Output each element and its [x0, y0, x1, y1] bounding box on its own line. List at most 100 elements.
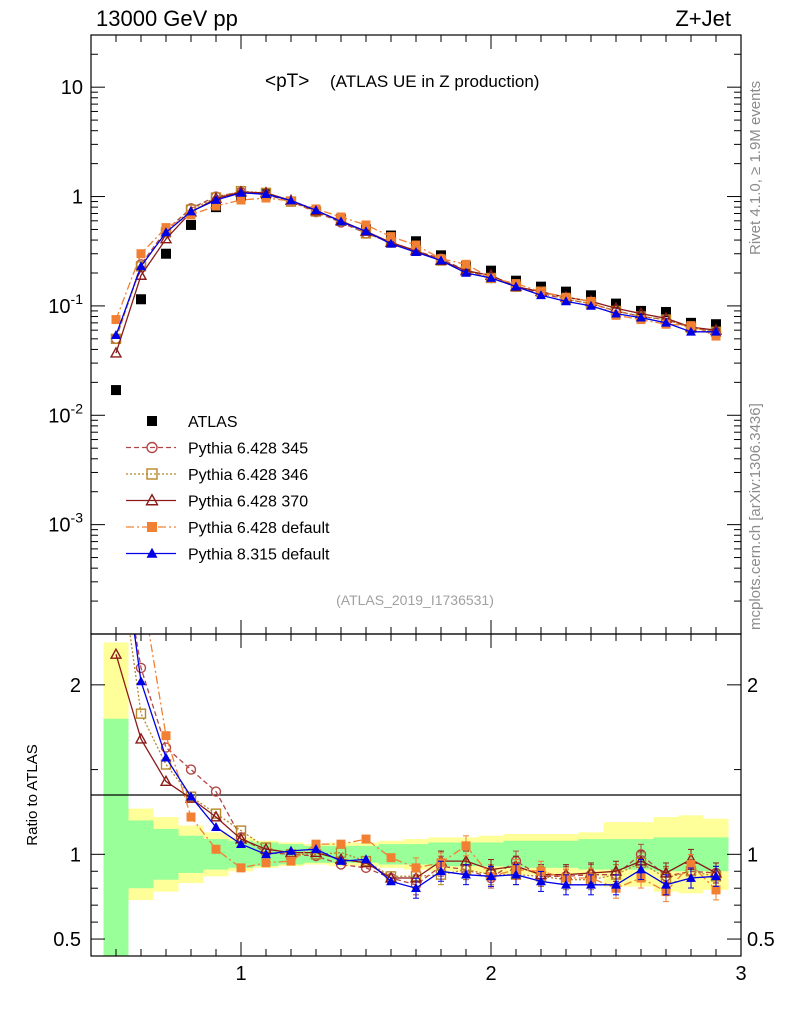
ratio-point: [611, 879, 621, 889]
x-tick-label: 2: [485, 963, 496, 985]
ratio-point: [112, 511, 121, 520]
legend: ATLAS Pythia 6.428 345 Pythia 6.428 346 Pyt…: [126, 414, 330, 564]
ratio-point: [286, 856, 296, 866]
main-frame: [90, 34, 742, 635]
data-point: [711, 331, 721, 341]
ratio-point: [661, 879, 671, 889]
data-point: [536, 290, 546, 300]
x-tick-label: 1: [235, 963, 246, 985]
ratio-point: [411, 883, 421, 893]
ratio-point: [586, 879, 596, 889]
legend-entry: Pythia 8.315 default: [126, 547, 330, 564]
ratio-point: [361, 834, 371, 844]
legend-marker: [146, 441, 158, 454]
legend-label: ATLAS: [188, 414, 238, 431]
y-tick-label: 10-2: [48, 400, 83, 427]
legend-entry: Pythia 6.428 default: [126, 520, 330, 537]
ratio-y-tick-label: 0.5: [53, 929, 81, 951]
data-point: [159, 232, 173, 244]
data-point: [636, 305, 646, 316]
ratio-y-tick-label: 2: [70, 675, 81, 697]
data-point: [361, 226, 371, 236]
ratio-point: [486, 871, 496, 881]
data-point: [136, 249, 146, 259]
process-label: Z+Jet: [675, 6, 731, 31]
data-point: [186, 219, 196, 230]
ratio-point: [686, 859, 696, 869]
data-point: [336, 216, 346, 226]
data-point: [686, 326, 696, 336]
series-line: [115, 192, 716, 336]
data-point: [161, 248, 171, 259]
ratio-point: [186, 791, 196, 801]
data-point: [711, 326, 721, 336]
ratio-point: [210, 786, 222, 797]
legend-entry: Pythia 6.428 346: [126, 467, 308, 484]
ratio-point: [211, 822, 221, 832]
series-pythia-6-428-370: [109, 185, 723, 358]
ratio-point: [311, 844, 321, 854]
ratio-point: [286, 845, 296, 855]
ratio-point: [411, 863, 421, 873]
series-line: [115, 191, 717, 354]
data-point: [136, 261, 146, 271]
series-pythia-6-428-default: [111, 193, 721, 341]
data-point: [461, 259, 471, 269]
legend-label: Pythia 6.428 default: [188, 520, 330, 537]
legend-marker: [146, 468, 158, 480]
data-point: [461, 267, 471, 277]
ratio-point: [711, 871, 721, 881]
ratio-line: [148, 634, 717, 893]
ratio-point: [137, 579, 146, 588]
mcplots-label: mcplots.cern.ch [arXiv:1306.3436]: [747, 403, 764, 630]
data-point: [561, 296, 571, 306]
y-tick-label: 1: [72, 187, 83, 209]
legend-entry: ATLAS: [147, 414, 238, 431]
ratio-y-tick-label-right: 0.5: [747, 929, 775, 951]
stat-uncertainty-band: [103, 718, 129, 956]
data-point: [611, 308, 621, 318]
data-point: [661, 317, 671, 327]
legend-marker: [145, 493, 159, 506]
ratio-point: [711, 885, 721, 895]
data-point: [136, 294, 146, 305]
stat-uncertainty-band: [178, 835, 204, 873]
data-point: [511, 281, 521, 291]
ratio-point: [236, 838, 246, 848]
stat-uncertainty-band: [128, 820, 154, 889]
ratio-point: [209, 810, 223, 822]
data-point: [311, 205, 321, 215]
ratio-ylabel: Ratio to ATLAS: [24, 744, 41, 845]
ratio-point: [160, 742, 172, 753]
ratio-point: [636, 864, 646, 874]
analysis-id: (ATLAS_2019_I1736531): [336, 592, 494, 608]
data-point: [386, 238, 396, 248]
ratio-point: [436, 866, 446, 876]
ratio-point: [336, 855, 346, 865]
ratio-point: [511, 869, 521, 879]
ratio-point: [134, 732, 148, 744]
stat-uncertainty-band: [403, 844, 429, 865]
ratio-panel: 0.5 0.5 1 1 2 2 1 2 3 Ratio to ATLAS: [24, 511, 775, 985]
ratio-y-tick-label-right: 1: [747, 844, 758, 866]
y-tick-label: 10-3: [48, 510, 83, 537]
ratio-point: [261, 849, 271, 859]
data-point: [111, 315, 121, 325]
data-point: [486, 272, 496, 282]
data-point: [211, 194, 221, 204]
legend-marker: [146, 547, 158, 558]
data-point: [211, 201, 221, 211]
legend-label: Pythia 6.428 346: [188, 467, 308, 484]
data-point: [436, 255, 446, 265]
legend-label: Pythia 8.315 default: [188, 547, 330, 564]
data-point: [686, 321, 696, 331]
legend-marker: [147, 416, 157, 426]
data-point: [361, 220, 371, 230]
stat-uncertainty-band: [553, 840, 579, 868]
ratio-y-tick-label-right: 2: [747, 675, 758, 697]
ratio-point: [236, 863, 246, 873]
y-tick-label: 10-1: [48, 291, 83, 318]
energy-label: 13000 GeV pp: [96, 6, 238, 31]
data-point: [386, 232, 396, 242]
